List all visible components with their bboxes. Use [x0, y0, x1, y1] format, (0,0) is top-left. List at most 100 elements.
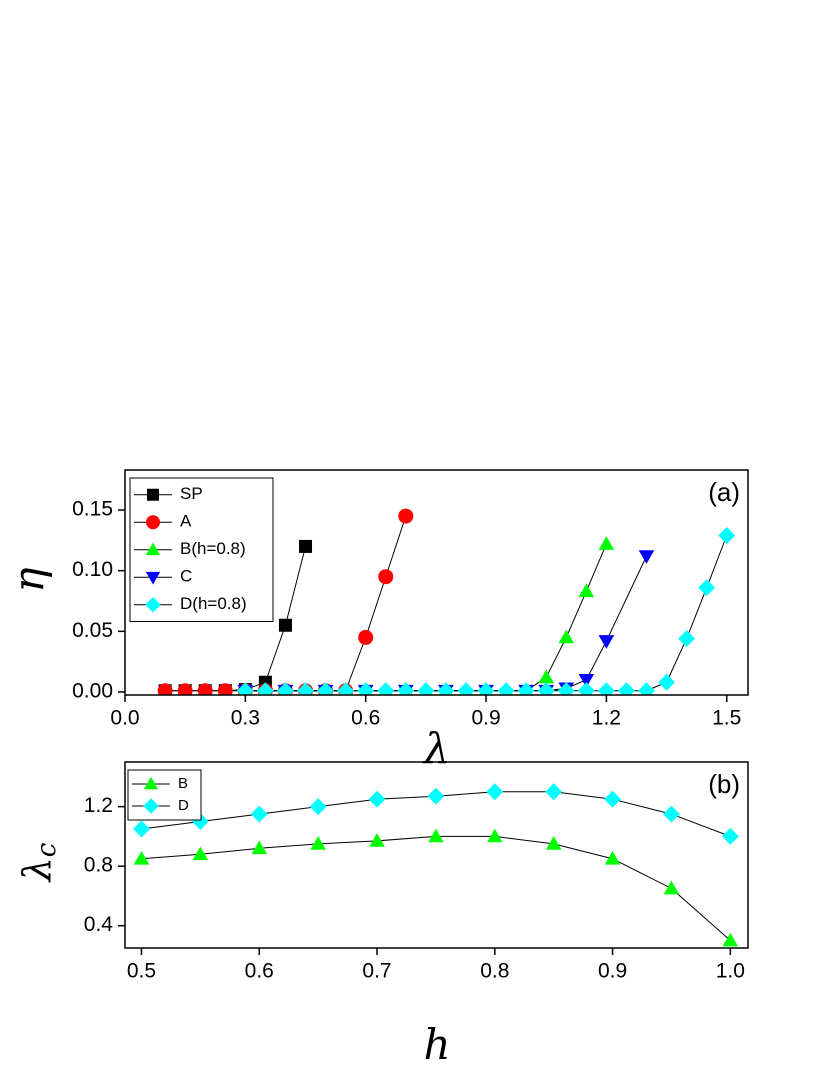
marker	[250, 805, 268, 823]
marker	[545, 836, 562, 850]
series-line	[245, 535, 728, 692]
marker	[497, 682, 515, 695]
marker	[427, 787, 445, 805]
marker	[251, 840, 268, 855]
marker	[191, 813, 209, 830]
marker	[598, 635, 615, 649]
y-tick-label: 0.10	[72, 558, 113, 581]
marker	[310, 836, 326, 850]
y-tick-label: 0.15	[72, 498, 113, 521]
marker	[145, 542, 161, 556]
x-tick-label: 1.0	[716, 960, 745, 983]
legend-box	[127, 769, 202, 821]
marker	[297, 682, 314, 695]
marker	[604, 790, 622, 808]
marker	[658, 673, 676, 691]
marker	[177, 683, 193, 695]
legend-label: B	[178, 775, 188, 792]
x-tick-label: 0.6	[245, 960, 274, 983]
x-tick-label: 0.8	[480, 960, 509, 983]
x-tick-label: 0.3	[231, 707, 260, 730]
x-tick-label: 0.0	[110, 707, 139, 730]
marker	[662, 805, 680, 823]
x-tick-label: 0.9	[598, 960, 627, 983]
panel-label: (a)	[708, 477, 740, 507]
marker	[146, 515, 160, 530]
marker	[236, 682, 254, 695]
marker	[299, 539, 313, 553]
marker	[577, 682, 595, 695]
x-axis-label: λ	[422, 724, 451, 773]
y-axis-label-symbol: λ	[15, 857, 59, 883]
y-axis-label-subscript: c	[32, 842, 62, 857]
marker	[277, 682, 294, 695]
marker	[678, 630, 696, 648]
marker	[417, 682, 435, 695]
panel-label: (b)	[708, 769, 740, 799]
x-tick-label: 0.9	[471, 707, 500, 730]
marker	[537, 682, 555, 695]
y-tick-label: 0.00	[72, 680, 113, 703]
marker	[133, 850, 150, 865]
marker	[398, 508, 414, 524]
marker	[663, 880, 680, 895]
marker	[428, 828, 444, 843]
x-tick-label: 0.6	[351, 707, 380, 730]
series-line	[245, 543, 607, 692]
y-axis-label: λc	[15, 842, 63, 883]
marker	[133, 820, 150, 838]
marker	[517, 682, 535, 695]
marker	[617, 682, 635, 695]
marker	[545, 783, 563, 801]
marker	[638, 550, 655, 564]
marker	[192, 846, 209, 861]
marker	[147, 488, 159, 501]
marker	[256, 682, 274, 695]
marker	[378, 569, 394, 585]
marker	[217, 683, 233, 695]
marker	[557, 682, 575, 695]
plot-frame	[124, 761, 749, 949]
marker	[337, 682, 355, 695]
y-tick-label: 0.05	[72, 619, 113, 642]
series-line	[141, 835, 731, 941]
marker	[397, 682, 415, 695]
marker	[157, 683, 173, 695]
x-axis-label: h	[423, 1020, 450, 1069]
legend-label: D(h=0.8)	[180, 594, 247, 613]
marker	[309, 798, 327, 816]
marker	[437, 682, 455, 695]
marker	[369, 833, 385, 847]
marker	[721, 827, 739, 845]
x-tick-label: 0.7	[362, 960, 391, 983]
marker	[604, 850, 621, 865]
marker	[145, 596, 161, 613]
marker	[368, 790, 386, 808]
marker	[278, 618, 292, 632]
marker	[698, 579, 716, 597]
marker	[638, 682, 655, 695]
marker	[722, 932, 739, 947]
marker	[578, 673, 595, 688]
marker	[477, 682, 495, 695]
y-tick-label: 1.2	[84, 794, 113, 817]
marker	[357, 682, 375, 695]
marker	[598, 536, 615, 550]
marker	[143, 798, 159, 814]
marker	[377, 682, 395, 695]
marker	[486, 828, 503, 843]
marker	[558, 629, 575, 644]
x-tick-label: 1.5	[712, 707, 741, 730]
marker	[457, 682, 475, 695]
marker	[197, 683, 213, 695]
y-tick-label: 0.4	[84, 913, 114, 936]
marker	[486, 783, 504, 801]
x-tick-label: 1.2	[592, 707, 621, 730]
marker	[317, 682, 335, 695]
y-tick-label: 0.8	[84, 854, 113, 877]
legend-label: SP	[180, 484, 203, 503]
marker	[143, 776, 159, 790]
legend-label: D	[178, 797, 189, 814]
